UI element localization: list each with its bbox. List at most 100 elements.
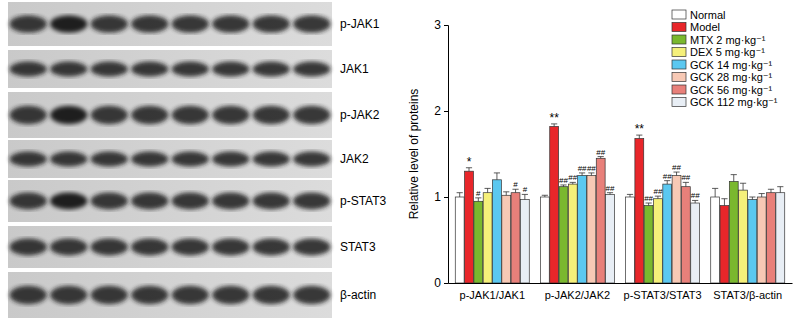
x-tick-label: p-STAT3/STAT3 bbox=[624, 289, 702, 301]
error-stem bbox=[676, 172, 677, 175]
bar bbox=[559, 187, 568, 283]
significance-label: # bbox=[523, 185, 528, 194]
legend-swatch bbox=[672, 73, 686, 82]
blot-band bbox=[212, 239, 249, 256]
error-stem bbox=[478, 198, 479, 201]
blot-band bbox=[253, 286, 290, 304]
x-tick: p-JAK1/JAK1 bbox=[460, 283, 525, 301]
significance-label: ## bbox=[653, 187, 662, 196]
legend-item: MTX 2 mg·kg⁻¹ bbox=[672, 34, 766, 46]
error-bar bbox=[494, 173, 500, 180]
bar bbox=[757, 197, 766, 283]
legend-swatch bbox=[672, 98, 686, 107]
bar bbox=[455, 197, 464, 283]
x-tick-label: p-JAK2/JAK2 bbox=[545, 289, 610, 301]
bar bbox=[711, 197, 720, 283]
blot-band bbox=[212, 193, 249, 210]
legend-swatch bbox=[672, 48, 686, 57]
error-bar bbox=[655, 196, 661, 199]
blot-label: p-STAT3 bbox=[340, 194, 387, 208]
error-cap bbox=[749, 197, 755, 198]
bar bbox=[672, 176, 681, 284]
significance-label: ## bbox=[559, 176, 568, 185]
legend-item: Model bbox=[672, 21, 720, 33]
blot-band bbox=[212, 151, 249, 166]
error-cap bbox=[721, 198, 727, 199]
blot-band bbox=[293, 193, 330, 210]
plot-area bbox=[455, 124, 784, 283]
legend-label: GCK 112 mg·kg⁻¹ bbox=[690, 96, 778, 108]
error-bar bbox=[475, 198, 481, 201]
blot-band bbox=[91, 151, 128, 166]
blot-band bbox=[253, 61, 290, 76]
error-stem bbox=[770, 189, 771, 192]
significance-label: # bbox=[476, 189, 481, 198]
error-stem bbox=[487, 188, 488, 192]
error-stem bbox=[524, 194, 525, 199]
error-cap bbox=[768, 189, 774, 190]
blot-band bbox=[172, 239, 209, 256]
x-tick: p-JAK2/JAK2 bbox=[545, 283, 610, 301]
legend-item: GCK 56 mg·kg⁻¹ bbox=[672, 84, 773, 96]
error-stem bbox=[724, 199, 725, 206]
bar bbox=[493, 180, 502, 283]
legend-item: DEX 5 mg·kg⁻¹ bbox=[672, 46, 765, 58]
blot-band bbox=[293, 286, 330, 304]
x-axis-line bbox=[449, 283, 793, 284]
error-bar bbox=[749, 197, 755, 200]
blot-band bbox=[50, 106, 87, 124]
bar bbox=[626, 197, 635, 283]
blot-band bbox=[50, 151, 87, 166]
error-bar bbox=[731, 175, 737, 182]
y-tick: 1 bbox=[434, 190, 448, 204]
blot-band bbox=[253, 106, 290, 124]
error-cap bbox=[457, 192, 463, 193]
error-bar bbox=[522, 194, 528, 199]
blot-band bbox=[50, 239, 87, 256]
blot-band bbox=[10, 106, 47, 124]
error-bar bbox=[683, 182, 689, 186]
legend-label: DEX 5 mg·kg⁻¹ bbox=[690, 46, 765, 58]
error-cap bbox=[494, 172, 500, 173]
error-bar bbox=[485, 188, 491, 192]
error-stem bbox=[780, 187, 781, 193]
y-tick-label: 3 bbox=[434, 18, 441, 32]
blot-band bbox=[10, 286, 47, 304]
y-axis-title: Relative level of proteins bbox=[407, 89, 421, 220]
blot-band bbox=[293, 239, 330, 256]
legend-swatch bbox=[672, 10, 686, 19]
y-tick: 2 bbox=[434, 104, 448, 118]
legend-item: Normal bbox=[672, 9, 725, 21]
error-bar bbox=[598, 157, 604, 159]
significance-label: ## bbox=[568, 173, 577, 182]
blot-band bbox=[253, 193, 290, 210]
bar bbox=[550, 126, 559, 283]
blot-band bbox=[10, 239, 47, 256]
bar bbox=[596, 158, 605, 283]
significance-label: # bbox=[513, 180, 518, 189]
error-bar bbox=[646, 203, 652, 206]
error-stem bbox=[761, 194, 762, 197]
blot-label: JAK1 bbox=[340, 62, 369, 76]
legend-swatch bbox=[672, 23, 686, 32]
error-cap bbox=[627, 194, 633, 195]
y-tick-mark bbox=[444, 25, 448, 26]
bar bbox=[568, 184, 577, 283]
legend-label: MTX 2 mg·kg⁻¹ bbox=[690, 34, 766, 46]
error-cap bbox=[731, 174, 737, 175]
blot-band bbox=[50, 15, 87, 33]
error-stem bbox=[733, 175, 734, 182]
blot-band bbox=[50, 193, 87, 210]
significance-label: ** bbox=[635, 122, 645, 136]
significance-label: ** bbox=[549, 111, 559, 125]
blot-band bbox=[212, 106, 249, 124]
error-bar bbox=[627, 194, 633, 197]
blot-panel bbox=[8, 2, 332, 46]
blot-band bbox=[172, 286, 209, 304]
bar bbox=[739, 190, 748, 283]
blot-label: β-actin bbox=[340, 288, 376, 302]
bar bbox=[474, 201, 483, 283]
error-stem bbox=[515, 189, 516, 192]
blot-band bbox=[131, 193, 168, 210]
bar bbox=[520, 200, 529, 283]
